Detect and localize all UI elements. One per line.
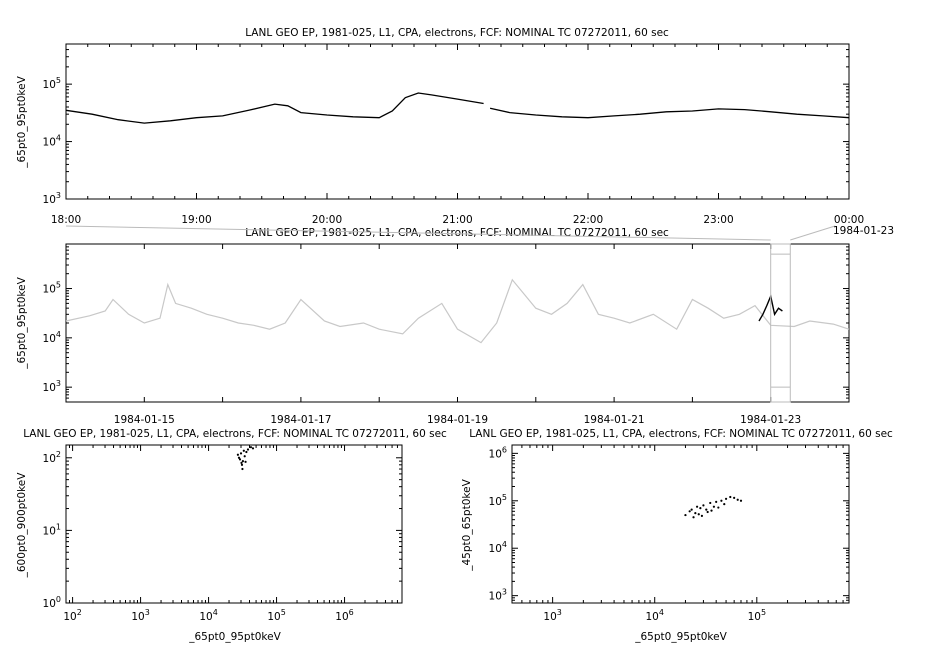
panel4-point — [692, 516, 695, 519]
panel3-xtick-label: 104 — [199, 608, 217, 623]
panel2-xtick-label: 1984-01-23 — [740, 414, 801, 426]
panel4-point — [706, 510, 709, 514]
panel4-plot: 103 104 105 103 104 105 106 — [489, 444, 850, 623]
panel3-title: LANL GEO EP, 1981-025, L1, CPA, electron… — [23, 428, 447, 440]
panel4-point — [723, 503, 726, 506]
panel3-point — [236, 453, 239, 456]
panel4-ytick-label: 103 — [489, 588, 507, 603]
panel1-xtick-label: 22:00 — [573, 214, 603, 226]
panel3-ytick-label: 100 — [43, 595, 61, 610]
panel3-point — [242, 449, 245, 452]
panel1-frame — [65, 43, 850, 200]
panel3-point — [238, 458, 242, 461]
panel2-highlight-label: 1984-01-23 — [833, 225, 894, 237]
panel4-point — [724, 497, 728, 500]
panel3-xtick-label: 102 — [63, 608, 81, 623]
panel4-point — [697, 513, 700, 516]
panel3-point — [240, 463, 244, 466]
panel1-xtick-label: 21:00 — [442, 214, 472, 226]
panel1-xtick-label: 18:00 — [51, 214, 81, 226]
panel3-point — [240, 461, 243, 465]
panel3-point — [239, 452, 243, 455]
panel2-ytick-label: 104 — [43, 330, 61, 345]
panel4-ytick-label: 106 — [489, 445, 507, 460]
panel4-point — [702, 504, 705, 507]
panel1-series-segment-2 — [489, 107, 850, 119]
panel4-point — [736, 498, 739, 501]
panel3-point — [244, 460, 247, 463]
panel2-zoom-connector-left — [65, 225, 771, 241]
panel2-series — [65, 278, 850, 344]
panel2-frame — [65, 243, 850, 403]
panel4-point — [688, 510, 691, 513]
panel2-ytick-label: 103 — [43, 379, 61, 394]
panel4-point — [695, 505, 699, 508]
panel1-ytick-label: 103 — [43, 191, 61, 206]
panel4-ytick-label: 105 — [489, 493, 507, 508]
panel4-point — [729, 495, 732, 499]
panel2-xtick-label: 1984-01-15 — [114, 414, 175, 426]
panel1-xtick-label: 23:00 — [703, 214, 733, 226]
panel3-xlabel: _65pt0_95pt0keV — [188, 631, 281, 643]
panel4-point — [709, 501, 712, 505]
panel2-zoom-connector-right — [790, 225, 836, 241]
panel2-xtick-label: 1984-01-21 — [584, 414, 645, 426]
panel3-xtick-label: 103 — [131, 608, 149, 623]
panel4-point — [717, 506, 720, 509]
panel4-frame — [511, 444, 850, 604]
panel1-series-segment-1 — [65, 92, 484, 124]
panel4-point — [690, 508, 693, 511]
panel3-xtick-label: 106 — [335, 608, 353, 623]
panel4-title: LANL GEO EP, 1981-025, L1, CPA, electron… — [469, 428, 893, 440]
panel3-point — [249, 446, 253, 449]
panel4-xtick-label: 103 — [543, 608, 561, 623]
panel1-ylabel: _65pt0_95pt0keV — [16, 75, 28, 168]
panel2-xtick-label: 1984-01-17 — [270, 414, 331, 426]
panel4-ylabel: _45pt0_65pt0keV — [461, 478, 473, 571]
panel3-xtick-label: 105 — [267, 608, 285, 623]
panel1-xtick-label: 20:00 — [312, 214, 342, 226]
panel3-ytick-label: 102 — [43, 450, 61, 465]
panel4-xlabel: _65pt0_95pt0keV — [634, 631, 727, 643]
panel1-xtick-label: 19:00 — [181, 214, 211, 226]
panel4-point — [715, 500, 718, 503]
panel4-point — [739, 499, 743, 502]
panel4-point — [733, 496, 736, 500]
panel3-frame — [65, 444, 403, 604]
panel4-xtick-label: 105 — [748, 608, 766, 623]
panel3-ytick-label: 101 — [43, 522, 61, 537]
panel1-xtick-label: 00:00 — [834, 214, 864, 226]
panel2-plot: 103 104 105 1984-01-15 1984-01-17 1984-01-19 1… — [43, 225, 850, 426]
panel2-ytick-label: 105 — [43, 281, 61, 296]
panel3-point — [241, 460, 245, 463]
panel4-point — [694, 512, 697, 515]
panel3-point — [243, 455, 246, 458]
panel3-plot: 102 103 104 105 106 100 101 102 — [43, 444, 403, 623]
panel4-point — [720, 499, 723, 502]
panel3-point — [245, 450, 248, 454]
panel4-point — [700, 514, 704, 518]
panel3-point — [251, 447, 255, 450]
panel4-xtick-label: 104 — [645, 608, 663, 623]
panel3-point — [241, 467, 244, 471]
panel1-ytick-label: 104 — [43, 134, 61, 149]
panel4-point — [699, 507, 702, 510]
panel2-zoom-box — [770, 243, 791, 403]
panel3-point — [237, 456, 241, 459]
panel4-ytick-label: 104 — [489, 540, 507, 555]
panel1-ytick-label: 105 — [43, 76, 61, 91]
panel3-point — [246, 448, 250, 451]
panel2-ylabel: _65pt0_95pt0keV — [16, 276, 28, 369]
panel1-plot: 103 104 105 18:00 19:00 20:00 21:00 22:00 23:00 0… — [43, 43, 864, 226]
panel3-ylabel: _600pt0_900pt0keV — [16, 472, 28, 579]
panel4-point — [684, 513, 687, 517]
panel4-point — [705, 508, 708, 511]
panel1-title: LANL GEO EP, 1981-025, L1, CPA, electron… — [245, 27, 669, 39]
panel4-point — [712, 505, 716, 508]
panel2-xtick-label: 1984-01-19 — [427, 414, 488, 426]
panel4-point — [710, 509, 713, 512]
